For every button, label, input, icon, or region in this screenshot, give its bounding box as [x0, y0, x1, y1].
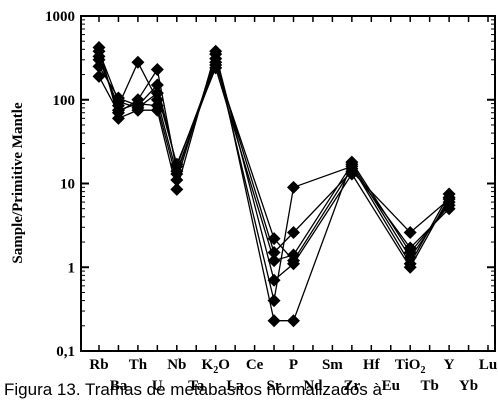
x-tick-label: Lu [479, 357, 497, 373]
x-tick-label: Th [129, 357, 148, 373]
data-point [170, 173, 184, 187]
data-point [403, 260, 417, 274]
data-point [345, 167, 359, 181]
y-tick-label: 1000 [45, 9, 75, 25]
x-tick-label: Rb [89, 357, 108, 373]
data-point [170, 182, 184, 196]
y-tick-label: 1 [68, 260, 76, 276]
series-layer [92, 41, 456, 328]
x-tick-label: K2O [202, 357, 230, 376]
y-tick-label: 100 [53, 93, 76, 109]
x-tick-label: TiO2 [395, 357, 426, 376]
x-tick-label: Zr [344, 378, 361, 394]
figure-caption: Figura 13. Tramas de metabasitos normali… [4, 380, 382, 399]
data-point [150, 99, 164, 113]
data-point [442, 202, 456, 216]
data-point [442, 191, 456, 205]
x-tick-label: Eu [382, 378, 400, 394]
data-point [150, 62, 164, 76]
data-point [267, 273, 281, 287]
data-point [92, 59, 106, 73]
data-point [287, 257, 300, 271]
x-tick-label: Nb [167, 357, 186, 373]
x-tick-label: Ce [246, 357, 264, 373]
data-point [111, 95, 125, 109]
data-point [287, 180, 300, 194]
data-point [111, 103, 125, 117]
data-point [267, 314, 281, 328]
x-tick-label: La [226, 378, 244, 394]
data-point [403, 241, 417, 255]
data-point [150, 78, 164, 92]
data-point [267, 246, 281, 260]
y-tick-label: 0,1 [56, 344, 75, 360]
data-point [170, 157, 184, 171]
x-tick-label: P [289, 357, 298, 373]
x-tick-label: Sr [267, 378, 282, 394]
data-point [287, 225, 300, 239]
data-point [287, 248, 300, 262]
data-point [170, 164, 184, 178]
plot-frame [80, 15, 496, 352]
data-point [345, 157, 359, 171]
series-line-3 [98, 60, 450, 254]
data-point [287, 314, 300, 328]
data-point [403, 251, 417, 265]
x-tick-label: Hf [363, 357, 381, 373]
x-tick-label: Sm [322, 357, 343, 373]
data-point [92, 69, 106, 83]
data-point [403, 225, 417, 239]
data-point [131, 55, 145, 69]
x-tick-label: Ta [188, 378, 205, 394]
y-tick-label: 10 [60, 177, 75, 193]
data-point [267, 232, 281, 246]
data-point [92, 49, 106, 63]
x-tick-label: U [152, 378, 163, 394]
x-tick-label: Tb [420, 378, 438, 394]
data-point [267, 294, 281, 308]
data-point [267, 254, 281, 268]
x-tick-label: Yb [459, 378, 478, 394]
y-axis: 0,1 1 10 100 1000 [45, 9, 495, 360]
data-point [209, 47, 223, 61]
data-point [150, 86, 164, 100]
x-tick-label: Y [444, 357, 455, 373]
x-tick-label: Nd [303, 378, 323, 394]
data-point [131, 97, 145, 111]
data-point [209, 61, 223, 75]
x-tick-label: Ba [110, 378, 128, 394]
y-axis-label: Sample/Primitive Mantle [10, 102, 26, 264]
